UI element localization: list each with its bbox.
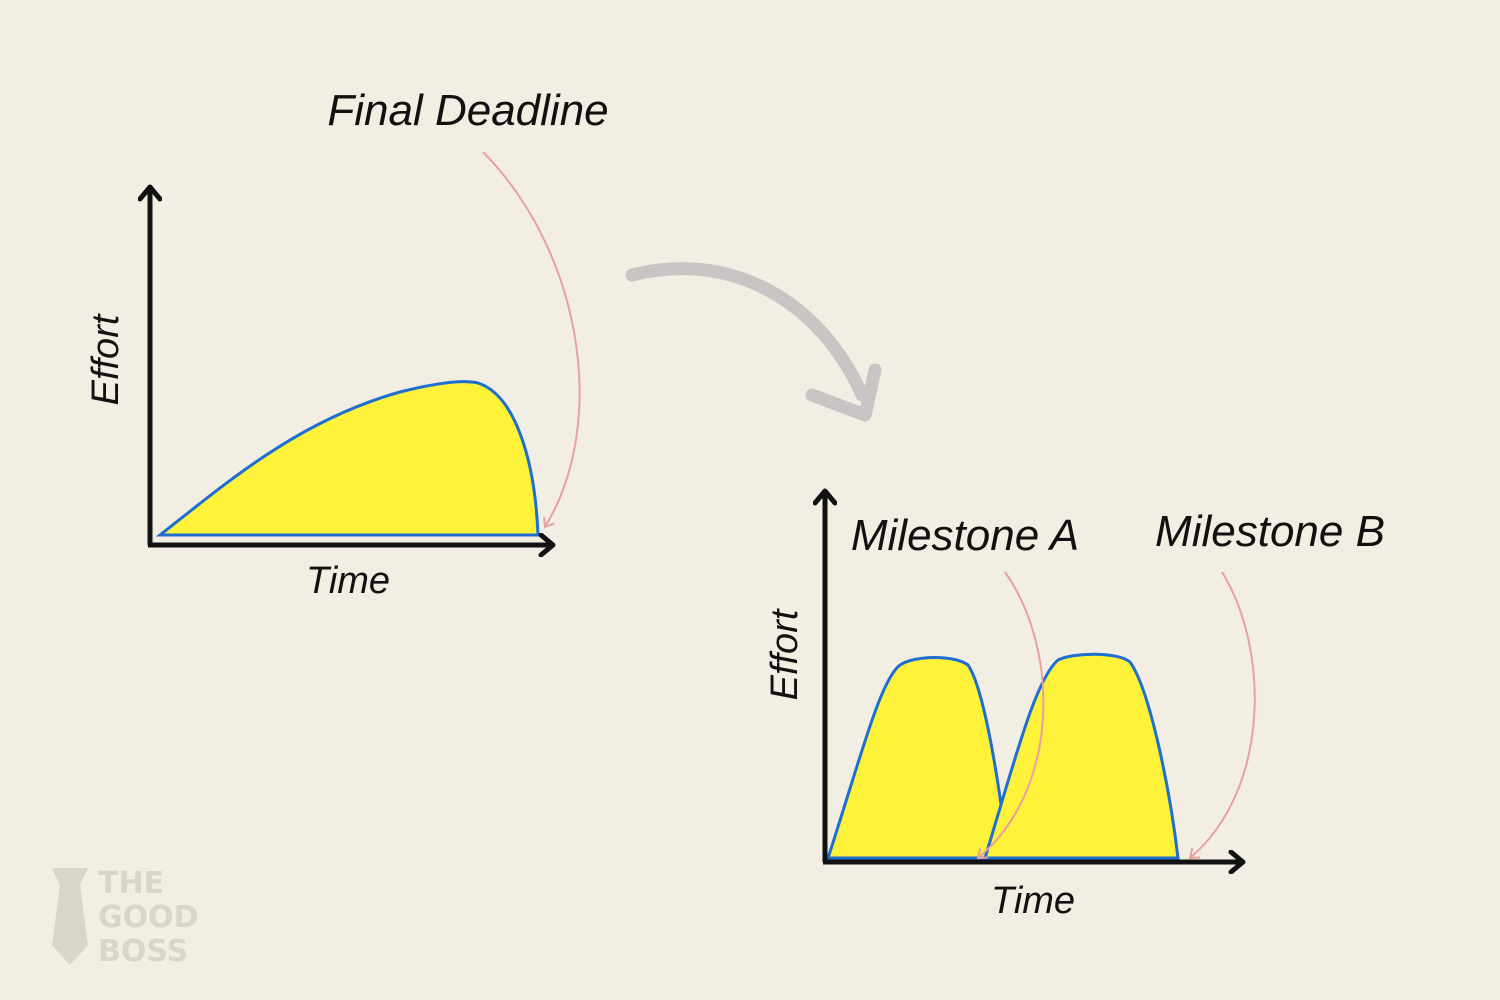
chart-after: Effort Time Milestone A Milestone B <box>764 491 1385 922</box>
x-axis-label: Time <box>306 560 390 602</box>
logo-tie <box>52 868 88 965</box>
pointer-arrow <box>1188 571 1256 860</box>
transition-arrowhead <box>805 363 882 422</box>
y-axis-label: Effort <box>764 608 806 700</box>
transition-arrow <box>625 262 869 402</box>
effort-area <box>982 652 1180 860</box>
logo-text: BOSS <box>98 934 188 969</box>
effort-area <box>825 656 1010 860</box>
pointer-arrow <box>976 571 1045 860</box>
y-axis-label: Effort <box>85 313 127 405</box>
logo: THE GOOD BOSS <box>52 866 199 969</box>
annotation: Final Deadline <box>327 86 608 135</box>
pointer-arrow <box>482 151 581 529</box>
logo-text: THE <box>98 866 164 901</box>
effort-area <box>155 380 540 537</box>
annotation: Milestone B <box>1155 507 1385 556</box>
x-axis-label: Time <box>991 880 1075 922</box>
logo-text: GOOD <box>98 900 199 935</box>
annotation: Milestone A <box>851 511 1079 560</box>
chart-before: Effort Time Final Deadline <box>85 86 609 602</box>
